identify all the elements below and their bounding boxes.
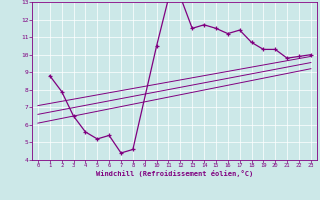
X-axis label: Windchill (Refroidissement éolien,°C): Windchill (Refroidissement éolien,°C) <box>96 170 253 177</box>
